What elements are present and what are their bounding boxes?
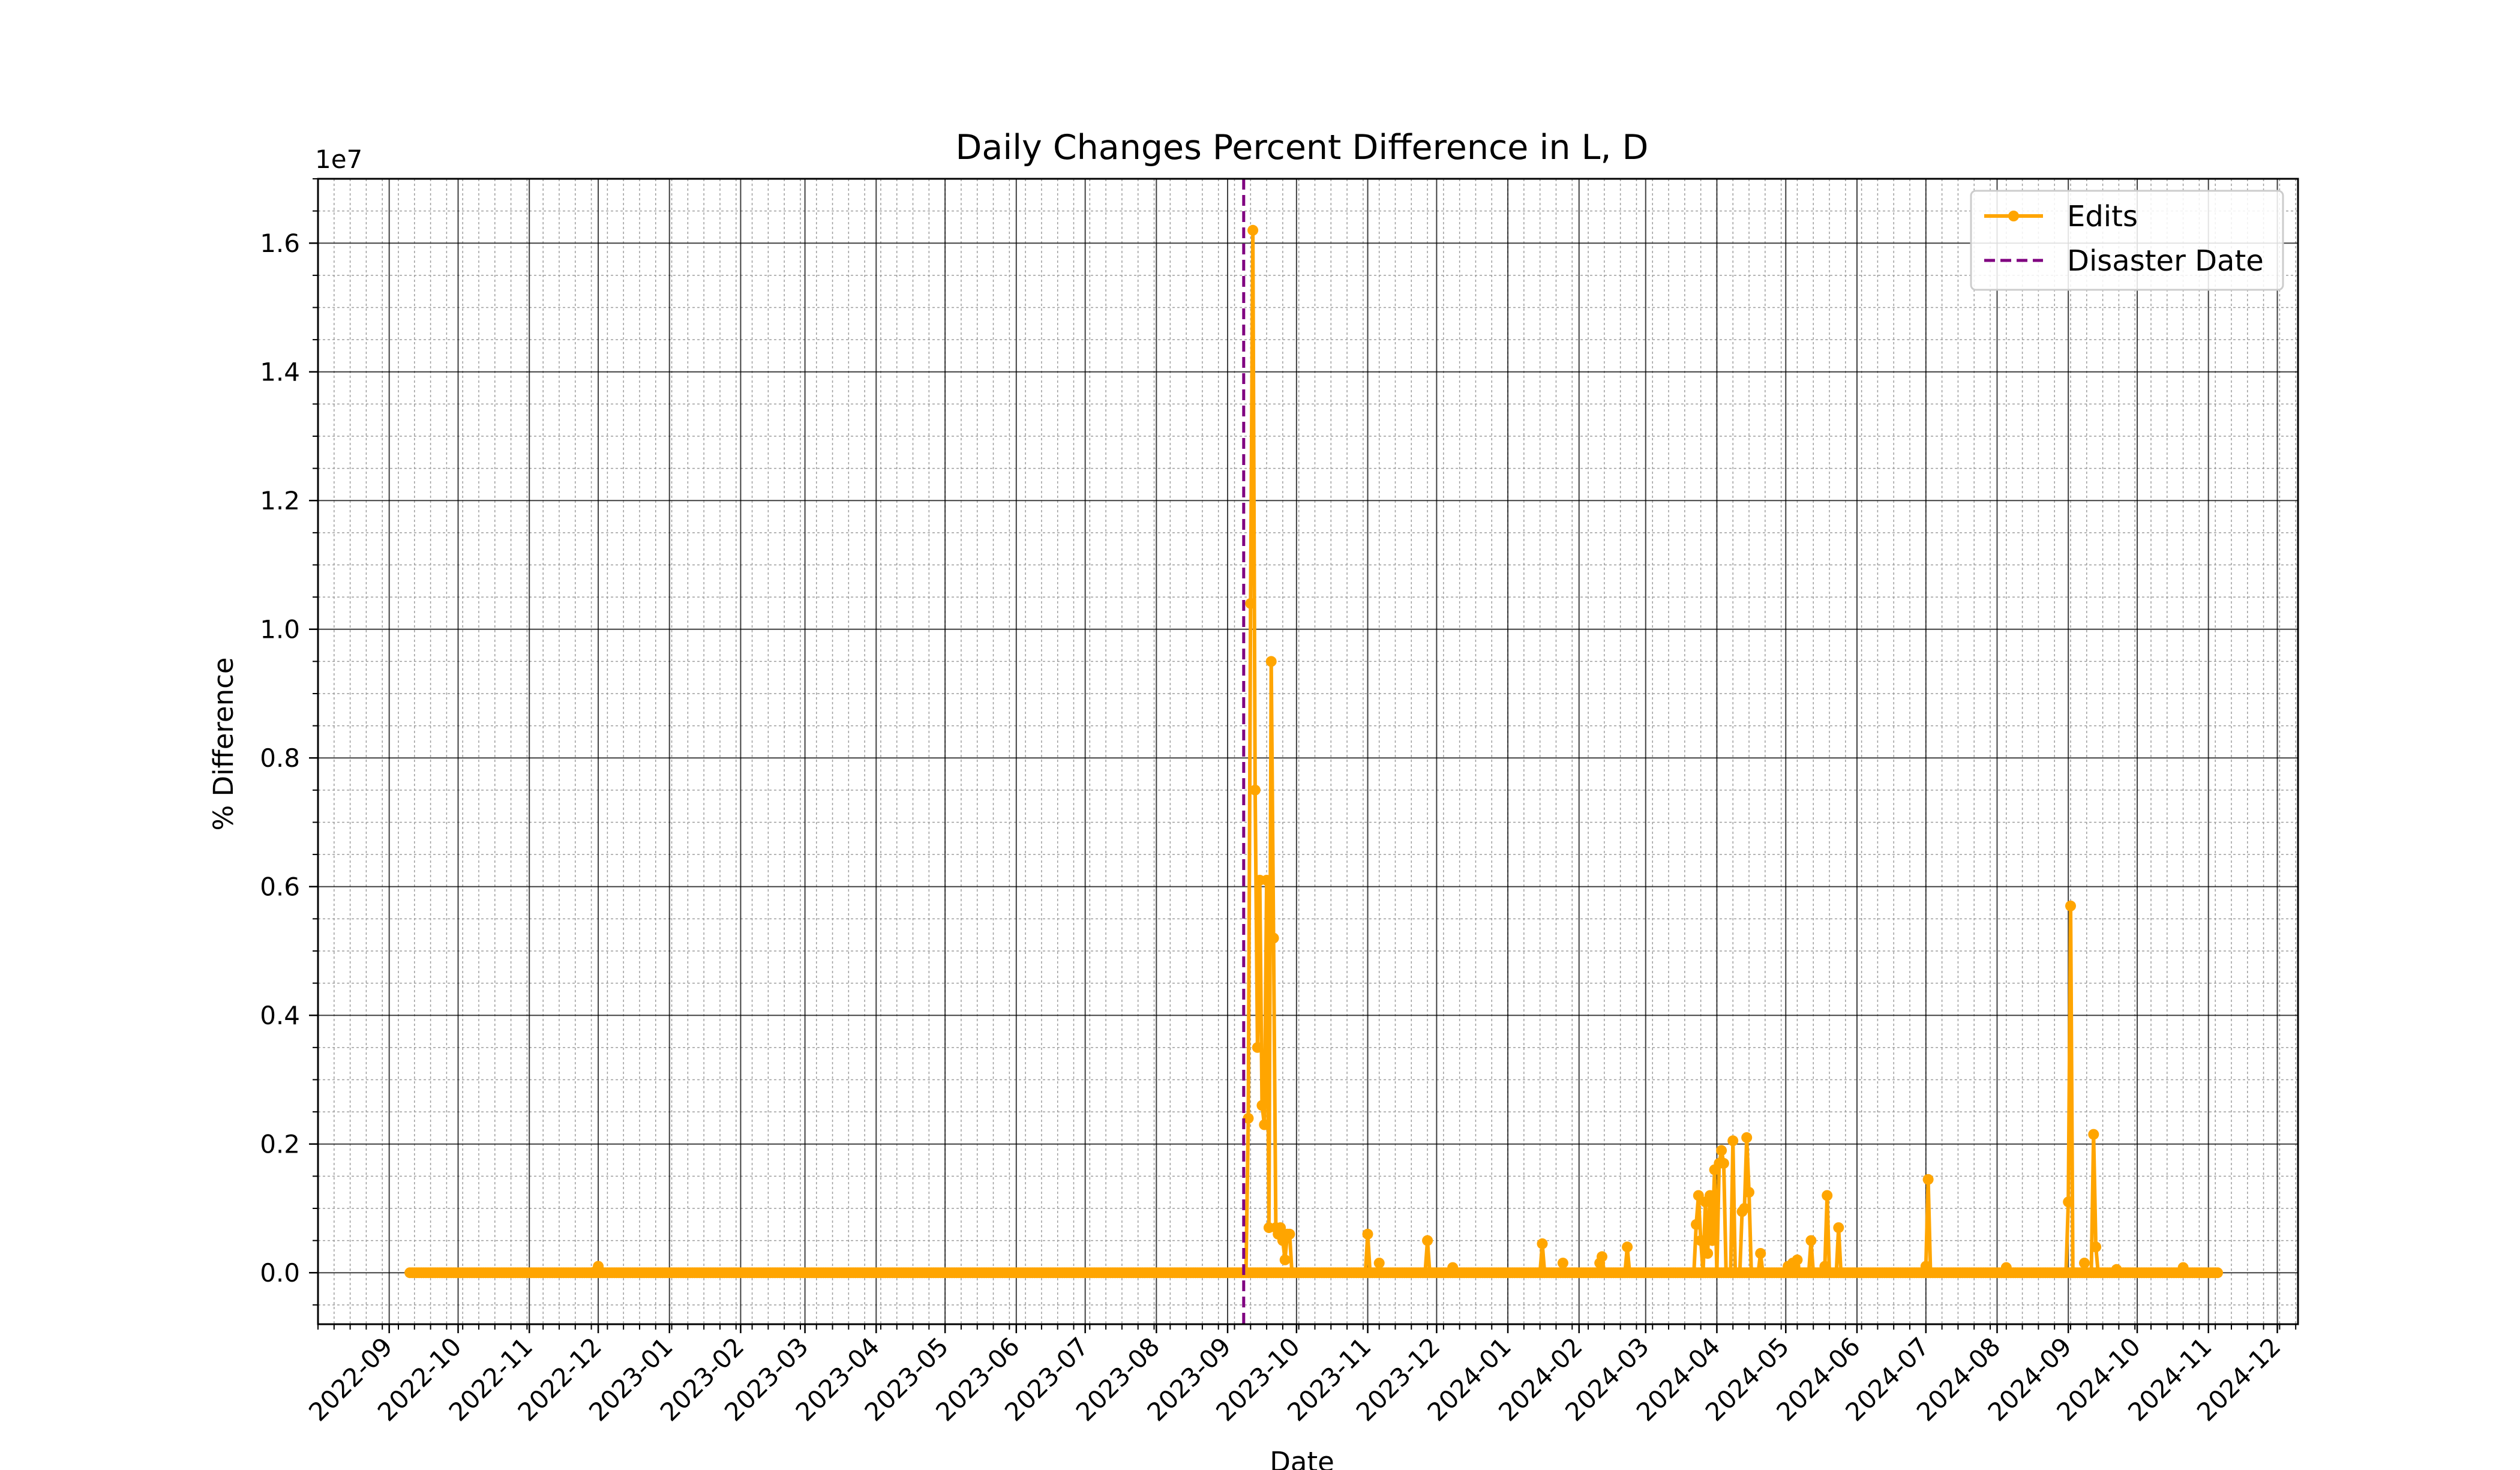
edits-point [1597, 1251, 1607, 1262]
edits-point [1259, 1119, 1270, 1130]
edits-point [2063, 1196, 2074, 1208]
edits-point [1279, 1254, 1291, 1265]
edits-point [2111, 1264, 2122, 1275]
y-tick-label: 0.8 [260, 743, 300, 773]
edits-point [2177, 1262, 2189, 1273]
edits-series-line [410, 228, 2218, 1275]
series-layer [404, 179, 2223, 1324]
edits-point [2090, 1241, 2102, 1253]
edits-point [1739, 1203, 1750, 1214]
edits-point [1755, 1248, 1766, 1259]
y-tick-label: 1.2 [260, 486, 300, 515]
edits-point [1706, 1235, 1718, 1246]
y-tick-label: 1.4 [260, 358, 300, 387]
x-axis-label: Date [1270, 1446, 1334, 1470]
legend-disaster-label: Disaster Date [2067, 244, 2264, 278]
major-grid [318, 179, 2298, 1324]
legend-box [1970, 190, 2284, 291]
edits-point [1422, 1235, 1433, 1246]
edits-point [1557, 1258, 1568, 1269]
edits-point [1819, 1261, 1831, 1272]
edits-point [1727, 1135, 1739, 1147]
edits-point [1245, 598, 1256, 609]
legend: Edits Disaster Date [1970, 190, 2284, 291]
edits-point [1920, 1261, 1931, 1272]
edits-point [593, 1261, 604, 1272]
edits-point [1822, 1190, 1833, 1201]
edits-point [1537, 1238, 1548, 1249]
edits-point [1741, 1132, 1753, 1143]
edits-point [1792, 1254, 1803, 1265]
chart-title: Daily Changes Percent Difference in L, D [956, 128, 1649, 167]
edits-point [1373, 1258, 1385, 1269]
edits-point [2000, 1262, 2012, 1273]
legend-edits-marker [2008, 211, 2019, 221]
edits-point [1249, 784, 1261, 796]
y-axis-label: % Difference [208, 657, 239, 830]
edits-point [1447, 1262, 1459, 1273]
y-tick-label: 1.0 [260, 615, 300, 644]
edits-point [1691, 1219, 1702, 1230]
edits-point [1716, 1145, 1727, 1156]
y-tick-label: 0.0 [260, 1258, 300, 1288]
edits-point-baseline [2212, 1267, 2223, 1279]
edits-point [1695, 1235, 1706, 1246]
y-axis-multiplier: 1e7 [315, 145, 362, 174]
edits-point [1265, 656, 1277, 667]
minor-grid [317, 178, 2298, 1324]
edits-point [1247, 224, 1259, 236]
y-tick-label: 0.2 [260, 1130, 300, 1159]
plot-frame [317, 178, 2299, 1325]
edits-point [1833, 1222, 1844, 1234]
edits-point [1252, 1042, 1263, 1053]
edits-point [1362, 1228, 1373, 1240]
edits-point [1718, 1157, 1729, 1169]
edits-point [1805, 1235, 1817, 1246]
edits-point [1275, 1222, 1286, 1234]
edits-point [1922, 1174, 1934, 1185]
legend-edits-label: Edits [2067, 200, 2138, 233]
edits-point [2065, 900, 2076, 911]
edits-point [2079, 1258, 2090, 1269]
edits-point [1622, 1241, 1633, 1253]
plot-background [318, 179, 2298, 1324]
edits-point [2088, 1129, 2099, 1140]
edits-point [1702, 1248, 1714, 1259]
y-tick-label: 1.6 [260, 229, 300, 258]
edits-point [1261, 875, 1273, 886]
edits-point [1243, 1112, 1254, 1124]
y-tick-label: 0.4 [260, 1001, 300, 1030]
edits-point [1693, 1190, 1704, 1201]
edits-point [1705, 1190, 1715, 1201]
edits-point [1744, 1187, 1754, 1198]
y-tick-label: 0.6 [260, 872, 300, 902]
edits-point [1284, 1228, 1295, 1240]
edits-point [1268, 932, 1279, 944]
edits-point [1256, 1100, 1268, 1111]
